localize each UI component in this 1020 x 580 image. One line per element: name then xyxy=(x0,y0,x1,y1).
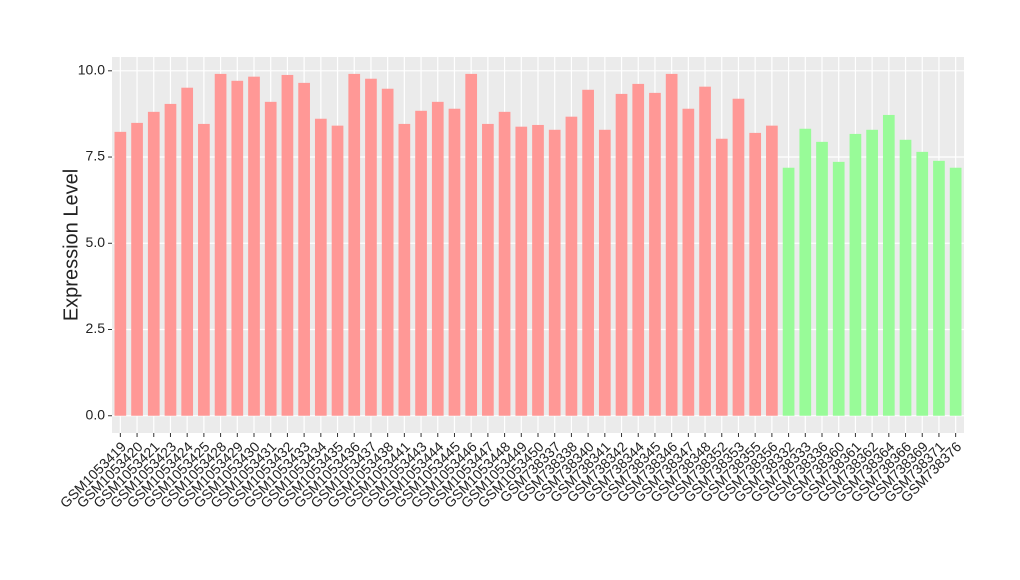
bar xyxy=(732,98,745,416)
bar xyxy=(264,101,277,416)
bar xyxy=(749,132,762,416)
bar xyxy=(181,87,194,416)
bar xyxy=(649,92,661,416)
bar xyxy=(933,160,945,416)
bar xyxy=(147,111,160,416)
bar xyxy=(949,167,962,416)
bar xyxy=(331,125,344,416)
bar xyxy=(882,114,895,416)
y-tick-label: 0.0 xyxy=(86,406,106,422)
bar xyxy=(832,161,845,416)
bar xyxy=(415,110,427,416)
bar xyxy=(598,129,611,416)
bar xyxy=(715,138,728,416)
bar xyxy=(164,103,177,416)
bar xyxy=(398,123,411,416)
bar xyxy=(665,73,678,416)
y-tick-label: 5.0 xyxy=(86,234,106,250)
bar xyxy=(682,108,695,416)
bar xyxy=(532,124,544,416)
bar xyxy=(131,122,143,416)
bar xyxy=(448,108,461,416)
bar xyxy=(582,89,594,416)
bar xyxy=(515,126,528,416)
bar xyxy=(214,73,227,416)
bar xyxy=(465,73,478,416)
bar xyxy=(699,86,711,416)
bar xyxy=(565,116,578,416)
bar xyxy=(548,129,561,416)
y-axis-title: Expression Level xyxy=(60,169,82,321)
bar xyxy=(248,76,260,416)
bar xyxy=(782,167,795,416)
bar xyxy=(314,118,327,416)
bar xyxy=(498,111,511,416)
bar xyxy=(615,93,628,416)
bar xyxy=(348,73,361,416)
bar xyxy=(231,80,244,416)
bar xyxy=(431,101,444,416)
bar xyxy=(198,123,210,416)
bar xyxy=(816,141,828,416)
y-tick-label: 10.0 xyxy=(78,62,105,78)
bar xyxy=(632,83,645,416)
bar xyxy=(916,151,929,416)
bar xyxy=(298,82,310,416)
bar xyxy=(849,133,862,416)
bar xyxy=(381,88,394,416)
bar xyxy=(281,74,294,416)
bar xyxy=(799,128,812,416)
bar xyxy=(114,131,127,416)
bar xyxy=(482,123,494,416)
bar xyxy=(866,129,878,416)
bar xyxy=(766,125,778,416)
y-tick-label: 2.5 xyxy=(86,320,106,336)
bar xyxy=(365,78,377,416)
bar xyxy=(899,139,912,416)
y-tick-label: 7.5 xyxy=(86,148,106,164)
